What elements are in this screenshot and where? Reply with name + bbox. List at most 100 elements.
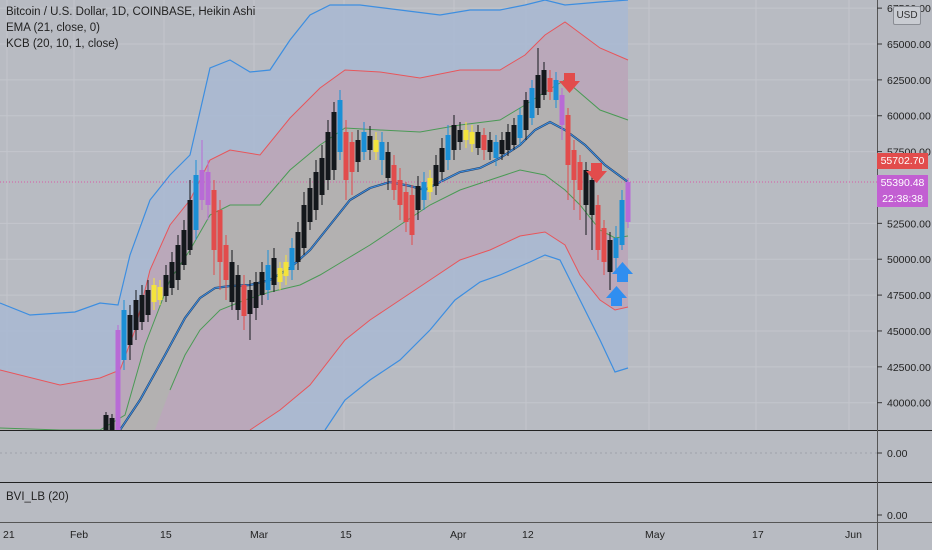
candle (625, 178, 631, 228)
subpanel-zero-label-2: 0.00 (887, 510, 908, 522)
candle (241, 275, 247, 330)
time-label: 12 (522, 529, 534, 541)
candle (187, 180, 193, 255)
last-high-price-tag: 55702.70 (877, 153, 928, 169)
candle (559, 88, 565, 140)
candle (613, 226, 619, 270)
candle (403, 182, 409, 232)
candle (163, 265, 169, 302)
time-label: 17 (752, 529, 764, 541)
price-label: 50000.00 (887, 254, 931, 266)
kcb-inner-band-fill (0, 80, 628, 430)
candle (295, 222, 301, 270)
sell-arrow-1 (559, 73, 580, 93)
candle (115, 325, 121, 430)
ema-line-highlight (119, 121, 629, 431)
candle (475, 125, 481, 155)
candle (415, 176, 421, 220)
time-axis[interactable]: 21 Feb 15 Mar 15 Apr 12 May 17 Jun (3, 529, 862, 541)
time-label: Apr (450, 529, 467, 541)
candle (247, 280, 253, 340)
candle (385, 142, 391, 190)
candle (535, 48, 541, 115)
candle (355, 130, 361, 172)
candle (445, 125, 451, 170)
candle (409, 185, 415, 245)
candle (481, 128, 487, 160)
candle (421, 172, 427, 210)
candle (265, 250, 271, 300)
candle (553, 72, 559, 108)
kcb-mid-lower-line (249, 231, 629, 431)
chart-legend: Bitcoin / U.S. Dollar, 1D, COINBASE, Hei… (6, 4, 255, 52)
price-label: 60000.00 (887, 111, 931, 123)
candle (205, 160, 211, 220)
ema-legend[interactable]: EMA (21, close, 0) (6, 22, 100, 34)
candle (277, 262, 283, 290)
candle (493, 135, 499, 166)
time-label: May (645, 529, 666, 541)
price-label: 45000.00 (887, 326, 931, 338)
countdown-tag: 22:38:38 (877, 191, 928, 207)
candle (121, 300, 127, 370)
candle (361, 122, 367, 160)
candle (469, 125, 475, 152)
candle (457, 122, 463, 150)
candle (433, 155, 439, 195)
candle (427, 170, 433, 200)
candle (541, 62, 547, 100)
price-label: 42500.00 (887, 362, 931, 374)
candle (523, 92, 529, 140)
candle (109, 414, 115, 430)
buy-arrow-1 (612, 262, 633, 282)
candle (211, 180, 217, 275)
symbol-title[interactable]: Bitcoin / U.S. Dollar, 1D, COINBASE, Hei… (6, 6, 256, 18)
candle (217, 200, 223, 290)
candle (193, 160, 199, 240)
candle (487, 132, 493, 160)
candle (511, 118, 517, 150)
candle (439, 138, 445, 180)
candle (337, 90, 343, 160)
time-label: 15 (340, 529, 352, 541)
candle (325, 120, 331, 190)
candle (133, 290, 139, 340)
candle (157, 280, 163, 305)
subpanel-zero-label-1: 0.00 (887, 448, 908, 460)
candle (571, 140, 577, 210)
candle (169, 252, 175, 295)
candle (565, 108, 571, 200)
bvi-indicator-label[interactable]: BVI_LB (20) (6, 491, 69, 503)
candle (529, 80, 535, 125)
candle (127, 305, 133, 360)
candle (145, 280, 151, 322)
current-price-tag: 55390.48 (877, 175, 928, 191)
candle (289, 238, 295, 280)
candle (517, 108, 523, 145)
kcb-legend[interactable]: KCB (20, 10, 1, close) (6, 38, 119, 50)
candle (607, 232, 613, 290)
candle (139, 285, 145, 330)
price-label: 65000.00 (887, 39, 931, 51)
time-label: Mar (250, 529, 269, 541)
candle (313, 160, 319, 220)
candle (175, 235, 181, 290)
kcb-inner-lower-line (169, 169, 629, 391)
candle (589, 170, 595, 250)
kcb-inner-upper-line (0, 79, 629, 431)
time-label: Feb (70, 529, 88, 541)
candle (253, 272, 259, 320)
candles[interactable] (103, 48, 631, 430)
candle (397, 168, 403, 220)
time-label: Jun (845, 529, 862, 541)
price-label: 52500.00 (887, 218, 931, 230)
candle (391, 155, 397, 200)
sell-arrow-2 (586, 163, 607, 183)
currency-button[interactable]: USD (893, 6, 921, 25)
candle (343, 120, 349, 200)
time-label: 21 (3, 529, 15, 541)
candle (349, 132, 355, 195)
candle (331, 102, 337, 180)
